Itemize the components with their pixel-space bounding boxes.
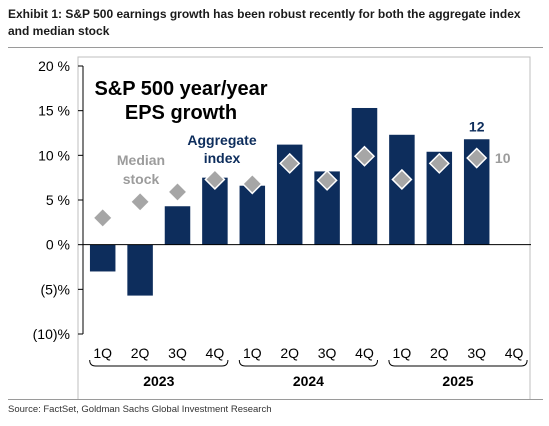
year-groups: 2023 2024 2025	[89, 359, 528, 389]
aggregate-index-bar	[89, 244, 116, 272]
x-tick-label: 3Q	[467, 345, 486, 361]
median-stock-marker	[391, 168, 413, 191]
value-annotation: 12	[469, 118, 485, 134]
median-stock-marker	[466, 147, 488, 169]
median-stock-marker	[166, 181, 189, 203]
x-tick-label: 2Q	[280, 345, 299, 361]
year-bracket	[388, 359, 528, 367]
x-tick-label: 1Q	[393, 345, 412, 361]
aggregate-index-label-line-2: index	[204, 150, 241, 166]
median-stock-marker	[353, 145, 376, 167]
median-stock-markers	[92, 145, 488, 229]
median-stock-marker	[316, 169, 338, 191]
aggregate-index-bar	[127, 244, 153, 296]
aggregate-index-bar	[351, 107, 378, 245]
exhibit-title: Exhibit 1: S&P 500 earnings growth has b…	[8, 7, 521, 38]
chart-title-line-2: EPS growth	[125, 102, 237, 124]
x-tick-label: 2Q	[430, 345, 449, 361]
aggregate-index-bar	[164, 206, 191, 245]
x-tick-label: 3Q	[318, 345, 337, 361]
y-tick-label: (5)%	[40, 281, 70, 297]
y-tick-label: 5 %	[46, 192, 70, 208]
x-tick-label: 4Q	[355, 345, 374, 361]
aggregate-index-label-line-1: Aggregate	[187, 132, 256, 148]
value-annotations: 12 10	[469, 118, 511, 166]
median-stock-label-line-1: Median	[117, 152, 165, 168]
x-tick-label: 1Q	[93, 345, 112, 361]
median-stock-marker	[241, 173, 263, 195]
x-tick-label: 3Q	[168, 345, 187, 361]
x-tick-label: 4Q	[206, 345, 225, 361]
eps-growth-chart: S&P 500 year/year EPS growth Aggregate i…	[33, 56, 531, 400]
source-note: Source: FactSet, Goldman Sachs Global In…	[8, 404, 272, 415]
year-label: 2025	[442, 373, 473, 389]
bottom-divider	[8, 399, 543, 400]
top-divider	[8, 47, 543, 48]
median-stock-marker	[92, 207, 114, 229]
median-stock-marker	[204, 168, 226, 191]
median-stock-marker	[129, 191, 151, 213]
x-tick-label: 1Q	[243, 345, 262, 361]
chart-title-line-1: S&P 500 year/year	[94, 78, 267, 100]
x-tick-label: 4Q	[505, 345, 524, 361]
chart-border	[77, 56, 531, 400]
y-tick-label: (10)%	[33, 326, 70, 342]
median-stock-label-line-2: stock	[123, 171, 160, 187]
y-tick-label: 10 %	[38, 147, 70, 163]
y-tick-label: 15 %	[38, 103, 70, 119]
year-bracket	[238, 359, 378, 367]
median-stock-marker	[279, 152, 301, 174]
y-axis: 20 % 15 % 10 % 5 % 0 % (5)% (10)%	[33, 58, 84, 342]
x-axis: 1Q 2Q 3Q 4Q 1Q 2Q 3Q 4Q 1Q 2Q 3Q 4Q	[93, 345, 523, 361]
year-label: 2023	[143, 373, 174, 389]
year-label: 2024	[293, 373, 324, 389]
year-bracket	[89, 359, 229, 367]
y-tick-label: 20 %	[38, 58, 70, 74]
value-annotation: 10	[495, 150, 511, 166]
aggregate-index-bar	[239, 185, 266, 245]
x-tick-label: 2Q	[131, 345, 150, 361]
y-tick-label: 0 %	[46, 237, 70, 253]
median-stock-marker	[428, 152, 450, 174]
